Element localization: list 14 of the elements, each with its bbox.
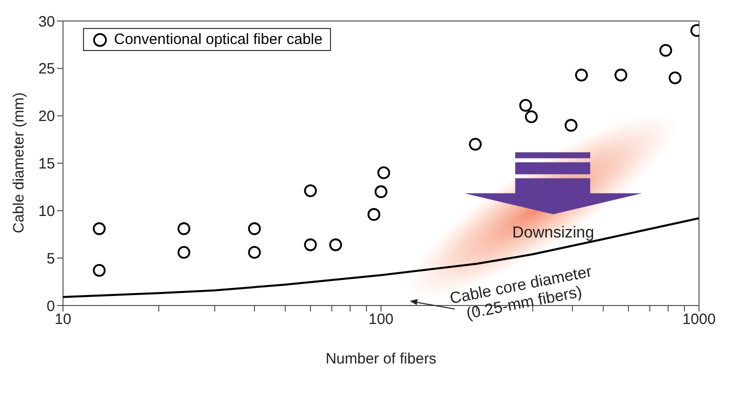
- y-tick-label: 0: [46, 298, 55, 315]
- y-tick-label: 15: [38, 156, 55, 173]
- x-tick-label: 100: [368, 311, 394, 328]
- legend-label: Conventional optical fiber cable: [114, 31, 322, 48]
- y-tick-label: 30: [38, 13, 55, 30]
- annotation: Downsizing: [512, 224, 594, 242]
- annotation: Cable core diameter (0.25-mm fibers): [448, 263, 594, 323]
- y-tick-label: 25: [38, 60, 55, 78]
- y-tick-label: 5: [46, 250, 55, 268]
- y-axis-title: Cable diameter (mm): [10, 92, 28, 234]
- y-tick-label: 20: [38, 108, 55, 126]
- y-tick-label: 10: [38, 202, 55, 220]
- x-tick-label: 1000: [682, 311, 716, 328]
- x-axis-title: Number of fibers: [326, 350, 436, 368]
